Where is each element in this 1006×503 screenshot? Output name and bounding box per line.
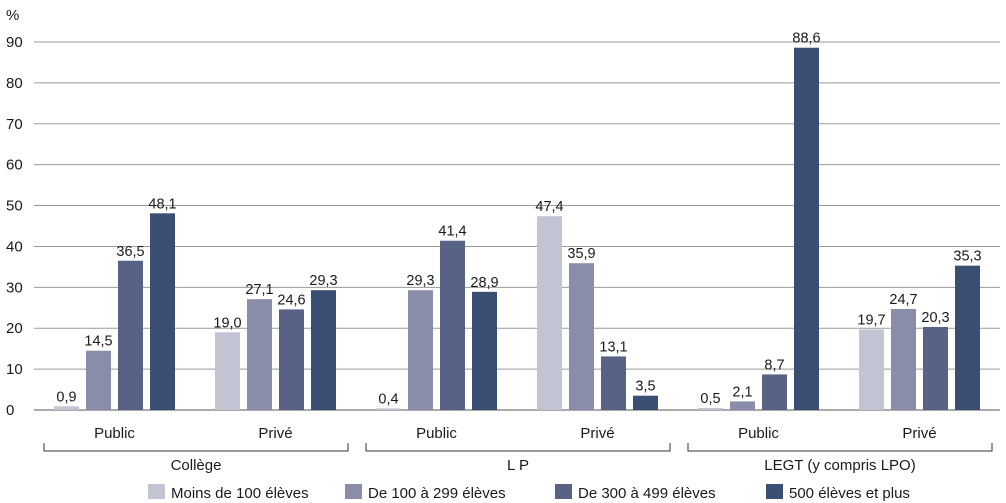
bar [376,408,401,410]
value-label: 20,3 [921,310,949,326]
value-label: 36,5 [116,244,144,260]
grid-lines [34,41,1000,411]
y-tick-label: 50 [6,198,23,215]
bar [472,291,497,410]
legend-label: De 100 à 299 élèves [368,485,506,502]
bar [118,260,143,410]
group-label: Collège [171,457,222,474]
subgroup-label: Privé [902,425,936,442]
legend-swatch [345,484,362,499]
value-label: 35,3 [953,249,981,265]
bar [569,263,594,410]
bar [698,407,723,410]
bar [247,299,272,410]
value-label: 3,5 [635,379,655,395]
bar [730,401,755,410]
subgroup-label: Public [416,425,457,442]
y-tick-label: 40 [6,238,23,255]
y-tick-label: 60 [6,157,23,174]
value-label: 13,1 [599,339,627,355]
value-label: 0,4 [378,391,398,407]
bar [440,240,465,410]
y-axis-unit: % [6,7,19,24]
value-label: 24,6 [277,292,305,308]
value-label: 19,7 [857,312,885,328]
group-label: LEGT (y compris LPO) [764,457,915,474]
legend-label: Moins de 100 élèves [171,485,309,502]
y-tick-label: 70 [6,116,23,133]
bar [279,309,304,410]
value-label: 41,4 [438,224,466,240]
bar [955,265,980,410]
group-bracket [687,443,993,452]
bar [408,290,433,410]
legend-label: 500 élèves et plus [789,485,910,502]
y-tick-label: 10 [6,361,23,378]
value-label: 2,1 [732,384,752,400]
value-label: 0,5 [700,391,720,407]
bar [794,47,819,410]
subgroup-label: Privé [580,425,614,442]
y-tick-label: 0 [6,402,14,419]
value-label: 29,3 [406,273,434,289]
value-label: 14,5 [84,334,112,350]
value-label: 19,0 [213,315,241,331]
subgroup-label: Privé [258,425,292,442]
bar [601,356,626,410]
bar [311,290,336,410]
y-tick-label: 90 [6,34,23,51]
group-bracket [365,443,671,452]
legend-label: De 300 à 499 élèves [578,485,716,502]
y-tick-labels: 0 10 20 30 40 50 60 70 80 90 [6,34,23,419]
bar [150,213,175,410]
bar [86,350,111,410]
value-label: 24,7 [889,292,917,308]
value-label: 88,6 [792,31,820,47]
legend-swatch [148,484,165,499]
y-tick-label: 20 [6,320,23,337]
bar [54,406,79,410]
y-tick-label: 30 [6,279,23,296]
legend-swatch [766,484,783,499]
subgroup-label: Public [738,425,779,442]
group-bracket [43,443,349,452]
value-label: 28,9 [470,275,498,291]
subgroup-label: Public [94,425,135,442]
value-labels: 0,914,536,548,119,027,124,629,30,429,341… [56,31,981,408]
legend: Moins de 100 élèves De 100 à 299 élèves De… [148,484,910,502]
bar [215,332,240,410]
value-label: 27,1 [245,282,273,298]
value-label: 47,4 [535,199,563,215]
category-axis: Public Privé Collège Public Privé L P Public Pr… [43,425,993,474]
bar [891,309,916,410]
y-tick-label: 80 [6,75,23,92]
bar [537,216,562,410]
group-label: L P [507,457,529,474]
bar [923,326,948,410]
legend-swatch [555,484,572,499]
bar [859,329,884,410]
value-label: 29,3 [309,273,337,289]
value-label: 8,7 [764,357,784,373]
value-label: 48,1 [148,196,176,212]
bar [633,395,658,410]
value-label: 0,9 [56,389,76,405]
value-label: 35,9 [567,246,595,262]
bars [54,47,980,410]
bar [762,374,787,410]
